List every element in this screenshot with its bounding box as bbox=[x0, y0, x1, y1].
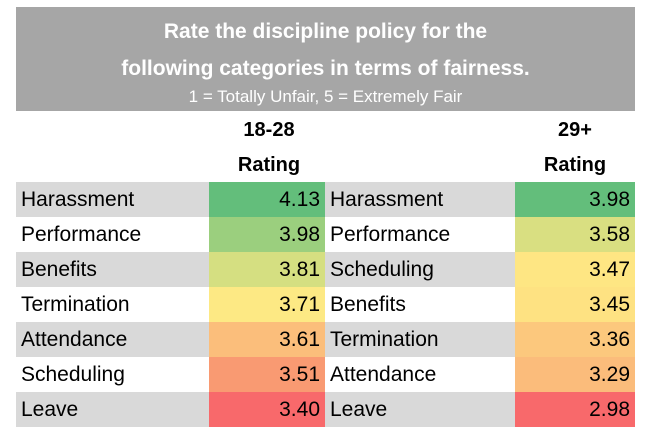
table-row: Leave 3.40 bbox=[16, 392, 325, 427]
column-label-29-plus: Rating bbox=[543, 154, 607, 176]
group-label-18-28: 18-28 bbox=[243, 119, 295, 141]
rating-value: 3.98 bbox=[209, 217, 325, 252]
rating-value: 2.98 bbox=[515, 392, 635, 427]
table-row: Harassment 4.13 bbox=[16, 182, 325, 217]
rating-value: 3.71 bbox=[209, 287, 325, 322]
category-label: Benefits bbox=[16, 252, 209, 287]
title-line-1: Rate the discipline policy for the bbox=[163, 20, 488, 43]
rating-value: 4.13 bbox=[209, 182, 325, 217]
rating-value: 3.58 bbox=[515, 217, 635, 252]
category-label: Performance bbox=[21, 223, 142, 246]
table-row: Benefits 3.81 bbox=[16, 252, 325, 287]
rating-value: 3.36 bbox=[515, 322, 635, 357]
category-label: Leave bbox=[325, 392, 515, 427]
rating-value: 3.81 bbox=[209, 252, 325, 287]
group-label-29-plus: 29+ bbox=[558, 119, 592, 141]
rating-value: 3.40 bbox=[209, 392, 325, 427]
table-row: Scheduling 3.47 bbox=[325, 252, 635, 287]
table-row: Performance 3.58 bbox=[325, 217, 635, 252]
table-row: Performance 3.98 bbox=[16, 217, 325, 252]
title-line-2: following categories in terms of fairnes… bbox=[121, 57, 530, 80]
category-label: Leave bbox=[16, 392, 209, 427]
category-label: Scheduling bbox=[21, 363, 125, 386]
rating-value: 3.51 bbox=[209, 357, 325, 392]
rating-value: 3.98 bbox=[515, 182, 635, 217]
category-label: Harassment bbox=[325, 182, 515, 217]
scale-note: 1 = Totally Unfair, 5 = Extremely Fair bbox=[188, 87, 463, 106]
category-label: Performance bbox=[330, 223, 451, 246]
table-row: Leave 2.98 bbox=[325, 392, 635, 427]
rating-value: 3.61 bbox=[209, 322, 325, 357]
rating-value: 3.45 bbox=[515, 287, 635, 322]
rating-value: 3.29 bbox=[515, 357, 635, 392]
table-row: Harassment 3.98 bbox=[325, 182, 635, 217]
category-label: Scheduling bbox=[325, 252, 515, 287]
title-banner: Rate the discipline policy for the follo… bbox=[16, 7, 635, 111]
category-label: Benefits bbox=[330, 293, 406, 316]
table-row: Termination 3.71 bbox=[16, 287, 325, 322]
category-label: Termination bbox=[21, 293, 130, 316]
category-label: Attendance bbox=[330, 363, 437, 386]
table-row: Benefits 3.45 bbox=[325, 287, 635, 322]
category-label: Attendance bbox=[16, 322, 209, 357]
table-row: Termination 3.36 bbox=[325, 322, 635, 357]
rating-value: 3.47 bbox=[515, 252, 635, 287]
table-row: Attendance 3.29 bbox=[325, 357, 635, 392]
category-label: Harassment bbox=[16, 182, 209, 217]
table-row: Attendance 3.61 bbox=[16, 322, 325, 357]
column-label-18-28: Rating bbox=[237, 154, 301, 176]
category-label: Termination bbox=[325, 322, 515, 357]
table-row: Scheduling 3.51 bbox=[16, 357, 325, 392]
